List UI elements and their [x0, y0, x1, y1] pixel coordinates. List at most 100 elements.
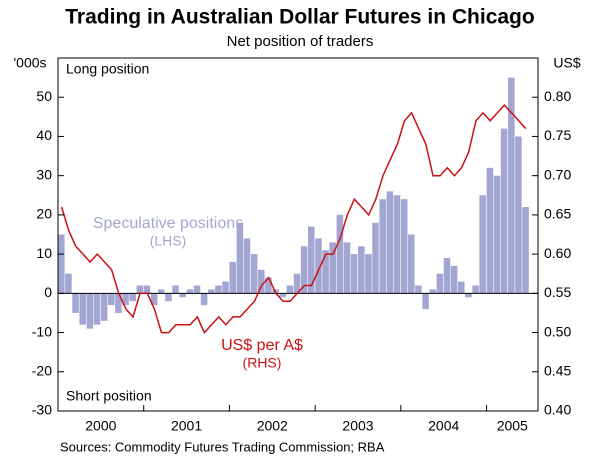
- bar: [422, 293, 429, 310]
- series-note: (RHS): [243, 355, 282, 371]
- y2-tick-label: 0.45: [544, 362, 571, 378]
- bar: [222, 281, 229, 294]
- bar: [200, 293, 208, 306]
- bar: [86, 293, 94, 329]
- bar: [143, 285, 151, 294]
- y-tick-label: -20: [32, 362, 52, 378]
- series-label: US$ per A$: [221, 337, 303, 354]
- y-tick-label: 30: [36, 166, 52, 182]
- bar: [457, 281, 465, 294]
- bar: [157, 289, 165, 294]
- bar: [186, 289, 194, 294]
- bar: [358, 246, 365, 294]
- y-tick-label: -10: [32, 323, 52, 339]
- bar: [479, 195, 486, 294]
- bar: [58, 234, 65, 294]
- bar: [179, 293, 186, 298]
- y2-axis-label: US$: [553, 55, 580, 71]
- y-tick-label: 50: [36, 88, 52, 104]
- plot-frame: [57, 57, 539, 412]
- bar: [265, 277, 272, 294]
- chart-title: Trading in Australian Dollar Futures in …: [65, 6, 534, 29]
- bar: [350, 254, 358, 294]
- y2-tick-label: 0.80: [544, 88, 571, 104]
- bar: [93, 293, 101, 325]
- bar: [408, 234, 415, 294]
- bar: [329, 242, 336, 294]
- bar: [307, 226, 315, 294]
- bar: [100, 293, 108, 321]
- y-tick-label: 20: [36, 206, 52, 222]
- bar: [429, 289, 436, 294]
- y2-tick-label: 0.70: [544, 166, 571, 182]
- y-tick-label: 10: [36, 245, 52, 261]
- bar: [400, 199, 408, 294]
- chart-subtitle: Net position of traders: [227, 33, 374, 50]
- bar: [79, 293, 87, 325]
- x-tick-label: 2002: [257, 418, 288, 434]
- bar: [150, 293, 158, 306]
- bar: [236, 222, 244, 294]
- y2-tick-label: 0.65: [544, 206, 571, 222]
- bar: [415, 285, 422, 294]
- bar: [258, 269, 265, 294]
- bar: [343, 242, 351, 294]
- bar: [393, 195, 401, 294]
- y-tick-label: 40: [36, 127, 52, 143]
- y2-tick-label: 0.60: [544, 245, 571, 261]
- bar: [293, 273, 301, 294]
- x-tick-label: 2001: [171, 418, 202, 434]
- y-axis-label: '000s: [13, 55, 46, 71]
- bar: [229, 261, 237, 294]
- bar: [315, 238, 322, 294]
- bar: [108, 293, 115, 306]
- bar: [165, 293, 172, 302]
- bar: [372, 222, 379, 294]
- series-label: Speculative positions: [93, 215, 243, 232]
- bar: [443, 258, 451, 294]
- bar: [122, 293, 129, 306]
- bar: [322, 250, 329, 294]
- y2-tick-label: 0.55: [544, 284, 571, 300]
- x-tick-label: 2000: [85, 418, 116, 434]
- bar: [129, 293, 136, 302]
- x-tick-label: 2003: [342, 418, 373, 434]
- annotation: Short position: [66, 388, 152, 404]
- source: Sources: Commodity Futures Trading Commi…: [60, 439, 385, 454]
- y2-tick-label: 0.40: [544, 402, 571, 418]
- x-tick-label: 2005: [497, 418, 528, 434]
- bar: [215, 285, 222, 294]
- y2-tick-label: 0.75: [544, 127, 571, 143]
- bar: [486, 167, 494, 294]
- y2-tick-label: 0.50: [544, 323, 571, 339]
- bar: [208, 289, 215, 294]
- bar: [286, 285, 294, 294]
- bar: [72, 293, 79, 313]
- bar: [379, 199, 387, 294]
- bar: [136, 285, 144, 294]
- y-tick-label: 0: [44, 284, 52, 300]
- annotation: Long position: [66, 61, 149, 77]
- bar: [115, 293, 122, 313]
- bar: [336, 214, 344, 294]
- bar: [515, 136, 522, 294]
- bar: [508, 77, 515, 294]
- bar: [65, 273, 72, 294]
- bar: [493, 175, 501, 294]
- line: [60, 103, 527, 334]
- bar: [522, 207, 529, 294]
- bar: [172, 285, 179, 294]
- y-tick-label: -30: [32, 402, 52, 418]
- bar: [193, 285, 201, 294]
- bar: [500, 128, 508, 294]
- bar: [386, 191, 394, 294]
- series-note: (LHS): [150, 233, 187, 249]
- bar: [250, 254, 258, 294]
- bar: [465, 293, 472, 298]
- bar: [365, 254, 372, 294]
- bar: [436, 273, 444, 294]
- bar: [472, 285, 479, 294]
- bar: [279, 293, 286, 298]
- bar: [243, 238, 251, 294]
